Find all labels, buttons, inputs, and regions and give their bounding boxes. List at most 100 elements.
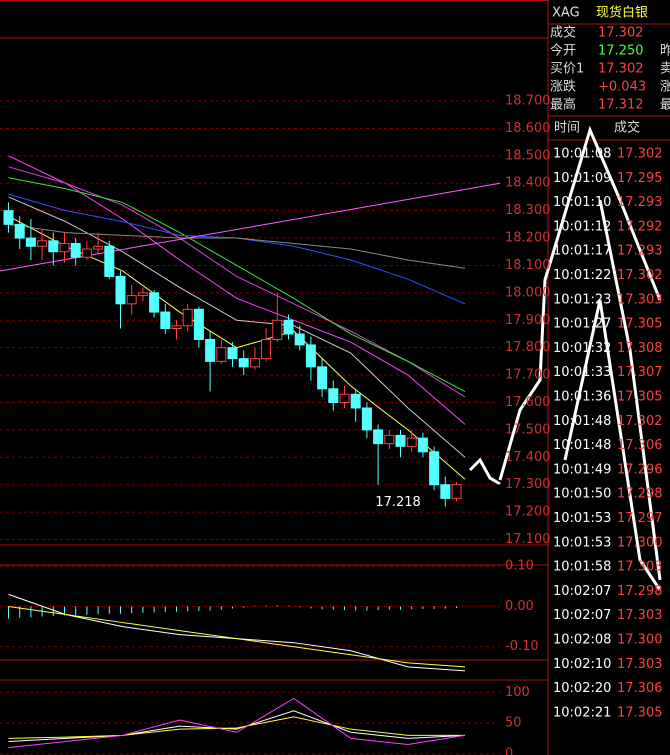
candle-body <box>104 245 115 277</box>
y-tick-label: -0.10 <box>505 639 539 654</box>
quote-label: 买价1 <box>550 62 584 77</box>
y-tick-label: 18.500 <box>505 148 551 163</box>
candle-body <box>70 243 81 258</box>
quote-label: 最高 <box>550 97 576 113</box>
y-tick-label: 18.600 <box>505 121 551 136</box>
candle-body <box>37 240 48 247</box>
trade-time: 10:01:09 <box>553 171 611 186</box>
candle-body <box>227 347 238 360</box>
trade-time: 10:01:23 <box>553 292 611 307</box>
quote-value: 17.302 <box>598 26 644 41</box>
indicator-line <box>8 710 466 742</box>
candle-body <box>294 333 305 346</box>
candle-body <box>48 240 59 253</box>
y-tick-label: 0 <box>505 746 513 755</box>
candle-body <box>81 248 92 258</box>
candle-body <box>171 325 182 329</box>
trade-price: 17.295 <box>617 171 663 186</box>
trade-time: 10:02:07 <box>553 608 611 623</box>
y-tick-label: 17.100 <box>505 532 551 547</box>
trade-price: 17.305 <box>617 705 663 720</box>
candle-body <box>238 358 249 368</box>
y-tick-label: 18.700 <box>505 94 551 109</box>
indicator-line <box>8 223 466 269</box>
trade-price: 17.298 <box>617 487 663 502</box>
y-tick-label: 17.900 <box>505 313 551 328</box>
y-tick-label: 100 <box>505 685 530 700</box>
trade-price: 17.307 <box>617 365 663 380</box>
trade-price: 17.297 <box>617 511 663 526</box>
trade-time: 10:02:07 <box>553 584 611 599</box>
column-header: 成交 <box>614 120 640 136</box>
trade-time: 10:01:17 <box>553 244 611 259</box>
candle-body <box>384 434 395 445</box>
trade-price: 17.298 <box>617 584 663 599</box>
candle-body <box>272 319 283 340</box>
candle-body <box>25 237 36 247</box>
candle-body <box>182 308 193 327</box>
quote-label: 涨跌 <box>550 79 576 95</box>
trade-time: 10:01:48 <box>553 414 611 429</box>
trade-price: 17.296 <box>617 462 663 477</box>
trade-price: 17.300 <box>617 633 663 648</box>
indicator-line <box>8 166 466 398</box>
trade-time: 10:01:12 <box>553 219 611 234</box>
trade-time: 10:01:50 <box>553 487 611 502</box>
y-tick-label: 18.100 <box>505 258 551 273</box>
symbol-name: 现货白银 <box>596 5 648 21</box>
trade-price: 17.302 <box>617 414 663 429</box>
trade-price: 17.306 <box>617 438 663 453</box>
y-tick-label: 18.300 <box>505 203 551 218</box>
trade-price: 17.305 <box>617 317 663 332</box>
trade-price: 17.302 <box>617 147 663 162</box>
indicator-line <box>8 593 466 672</box>
annotation: 17.218 <box>375 495 421 510</box>
indicator-line <box>8 716 465 739</box>
trade-time: 10:01:48 <box>553 438 611 453</box>
quote-value: 17.312 <box>598 98 644 113</box>
trade-price: 17.300 <box>617 535 663 550</box>
candle-body <box>395 434 406 447</box>
candle-body <box>373 429 384 445</box>
candle-body <box>339 393 350 403</box>
indicator-line <box>8 177 466 392</box>
candle-body <box>406 437 417 447</box>
trade-time: 10:01:27 <box>553 317 611 332</box>
trade-price: 17.303 <box>617 292 663 307</box>
trade-time: 10:01:53 <box>553 535 611 550</box>
candle-body <box>249 358 260 368</box>
trade-time: 10:01:36 <box>553 390 611 405</box>
indicator-line <box>8 155 466 425</box>
candle-body <box>328 388 339 403</box>
trade-price: 17.293 <box>617 244 663 259</box>
y-tick-label: 17.500 <box>505 422 551 437</box>
trade-time: 10:02:21 <box>553 705 611 720</box>
trade-time: 10:01:32 <box>553 341 611 356</box>
y-tick-label: 50 <box>505 716 522 731</box>
arrows <box>468 125 662 591</box>
trade-time: 10:01:22 <box>553 268 611 283</box>
trade-price: 17.303 <box>617 560 663 575</box>
candle-body <box>126 295 137 305</box>
candle-body <box>350 393 361 409</box>
y-tick-label: 17.700 <box>505 368 551 383</box>
trade-price: 17.292 <box>617 219 663 234</box>
candle-body <box>283 319 294 335</box>
candle-body <box>93 245 104 250</box>
trade-price: 17.293 <box>617 195 663 210</box>
y-tick-label: 17.300 <box>505 477 551 492</box>
quote-label: 今开 <box>550 43 576 59</box>
candle-body <box>14 223 25 239</box>
candle-body <box>193 308 204 340</box>
column-header: 时间 <box>554 121 580 136</box>
candle-body <box>59 243 70 253</box>
quote-value: +0.043 <box>598 80 646 95</box>
indicator-line <box>8 605 466 668</box>
candle-body <box>317 366 328 390</box>
trade-price: 17.308 <box>617 341 663 356</box>
candle-body <box>417 437 428 453</box>
y-tick-label: 0.10 <box>505 559 534 574</box>
indicator-line <box>8 196 466 458</box>
